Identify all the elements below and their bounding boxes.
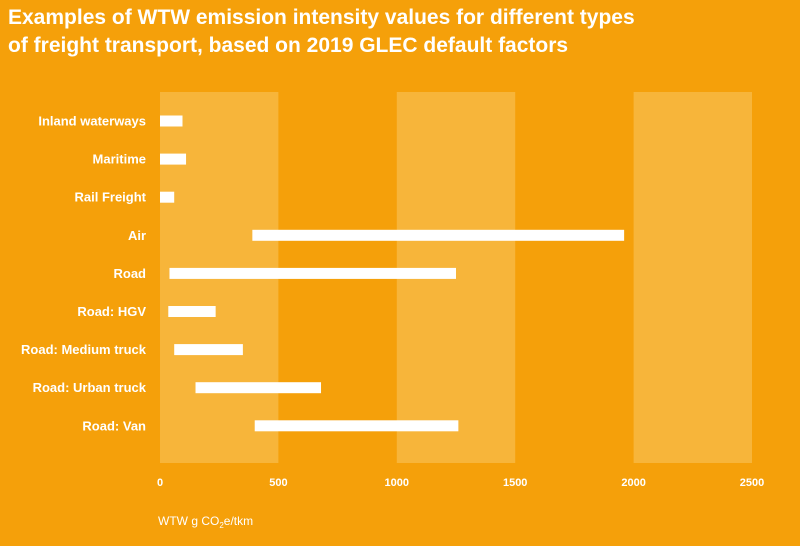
category-label: Inland waterways [38, 114, 146, 129]
category-label: Maritime [93, 152, 146, 167]
range-bar [252, 229, 625, 241]
range-bar [174, 344, 243, 356]
x-tick-label: 2500 [740, 477, 764, 489]
x-tick-label: 2000 [621, 477, 645, 489]
range-bar [168, 306, 216, 317]
chart-title-line-2: of freight transport, based on 2019 GLEC… [8, 34, 569, 57]
x-tick-label: 1500 [503, 477, 527, 489]
range-bar [160, 115, 183, 127]
category-label: Road: Urban truck [33, 380, 147, 395]
category-label: Road [114, 266, 147, 281]
x-axis-label: WTW g CO2e/tkm [158, 514, 254, 530]
category-label: Air [128, 228, 146, 243]
x-tick-label: 1000 [385, 477, 409, 489]
x-tick-label: 0 [157, 477, 163, 489]
chart-title-line-1: Examples of WTW emission intensity value… [8, 6, 635, 29]
x-tick-label: 500 [269, 477, 287, 489]
category-label: Rail Freight [74, 190, 146, 205]
grid-band [633, 92, 752, 463]
range-bar [195, 382, 322, 394]
range-bar [169, 267, 457, 279]
category-label: Road: HGV [77, 304, 146, 319]
range-bar [160, 153, 187, 165]
category-label: Road: Medium truck [21, 342, 147, 357]
range-bar [254, 420, 459, 432]
chart-title: Examples of WTW emission intensity value… [8, 4, 788, 60]
range-bar [160, 191, 175, 203]
category-label: Road: Van [82, 418, 146, 433]
